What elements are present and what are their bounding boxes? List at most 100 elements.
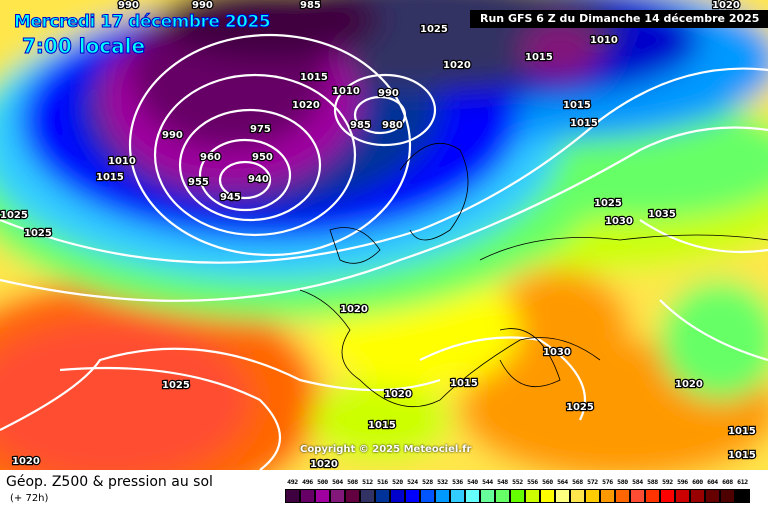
isobar-label: 1015 <box>450 378 478 389</box>
legend-swatch <box>599 489 615 503</box>
legend-item: 556 <box>524 478 540 503</box>
legend-label: 496 <box>302 478 313 486</box>
legend-swatch <box>689 489 705 503</box>
legend-label: 568 <box>572 478 583 486</box>
isobar-label: 955 <box>188 177 209 188</box>
legend-swatch <box>419 489 435 503</box>
legend-item: 560 <box>539 478 555 503</box>
copyright: Copyright © 2025 Meteociel.fr <box>300 444 472 455</box>
legend-label: 592 <box>662 478 673 486</box>
legend-swatch <box>704 489 720 503</box>
legend-item: 600 <box>689 478 705 503</box>
legend-item: 540 <box>464 478 480 503</box>
isobar-label: 1010 <box>590 35 618 46</box>
geopotential-field: 990 990 985 1025 1010 1020 1015 1015 1010 1020 990… <box>0 0 768 470</box>
legend-item: 508 <box>344 478 360 503</box>
isobar-label: 950 <box>252 152 273 163</box>
legend-label: 564 <box>557 478 568 486</box>
legend-swatch <box>464 489 480 503</box>
legend-swatch <box>509 489 525 503</box>
legend-item: 512 <box>359 478 375 503</box>
coastlines <box>299 142 768 407</box>
legend-label: 608 <box>722 478 733 486</box>
legend-item: 568 <box>569 478 585 503</box>
isobar-label: 1015 <box>525 52 553 63</box>
run-info-banner: Run GFS 6 Z du Dimanche 14 décembre 2025 <box>470 10 768 28</box>
isobar-label: 1020 <box>292 100 320 111</box>
isobar-label: 1025 <box>420 24 448 35</box>
legend-label: 536 <box>452 478 463 486</box>
isobar-label: 990 <box>192 0 213 11</box>
legend-label: 584 <box>632 478 643 486</box>
legend-item: 612 <box>734 478 750 503</box>
legend-item: 608 <box>719 478 735 503</box>
legend-swatch <box>479 489 495 503</box>
legend-swatch <box>299 489 315 503</box>
isobar-label: 980 <box>382 120 403 131</box>
legend-item: 604 <box>704 478 720 503</box>
legend-swatch <box>524 489 540 503</box>
legend-label: 560 <box>542 478 553 486</box>
legend-swatch <box>284 489 300 503</box>
isobars <box>0 33 768 470</box>
isobar-label: 1020 <box>712 0 740 11</box>
legend-item: 564 <box>554 478 570 503</box>
isobar-label: 1015 <box>728 426 756 437</box>
isobar-label: 1010 <box>332 86 360 97</box>
isobar-label: 990 <box>118 0 139 11</box>
isobar-label: 1025 <box>0 210 28 221</box>
legend-item: 536 <box>449 478 465 503</box>
isobar-label: 1015 <box>728 450 756 461</box>
legend-item: 572 <box>584 478 600 503</box>
legend-label: 540 <box>467 478 478 486</box>
isobar-label: 1015 <box>368 420 396 431</box>
legend-swatch <box>449 489 465 503</box>
legend-swatch <box>554 489 570 503</box>
legend-swatch <box>494 489 510 503</box>
legend-item: 520 <box>389 478 405 503</box>
legend-label: 520 <box>392 478 403 486</box>
isobar-label: 975 <box>250 124 271 135</box>
legend-label: 552 <box>512 478 523 486</box>
isobar-label: 985 <box>350 120 371 131</box>
isobar-label: 1025 <box>566 402 594 413</box>
legend-item: 496 <box>299 478 315 503</box>
legend-label: 596 <box>677 478 688 486</box>
legend-item: 580 <box>614 478 630 503</box>
legend-swatch <box>374 489 390 503</box>
isobar-label: 1015 <box>300 72 328 83</box>
legend-label: 612 <box>737 478 748 486</box>
legend-item: 584 <box>629 478 645 503</box>
legend-label: 580 <box>617 478 628 486</box>
legend-item: 516 <box>374 478 390 503</box>
isobar-label: 1015 <box>563 100 591 111</box>
legend-label: 588 <box>647 478 658 486</box>
isobar-label: 1020 <box>340 304 368 315</box>
legend-label: 572 <box>587 478 598 486</box>
legend-label: 604 <box>707 478 718 486</box>
weather-map: 990 990 985 1025 1010 1020 1015 1015 1010 1020 990… <box>0 0 768 470</box>
isobar-label: 1020 <box>310 459 338 470</box>
isobar-label: 1025 <box>162 380 190 391</box>
isobar-label: 1025 <box>594 198 622 209</box>
color-legend: 492 496 500 504 508 512 516 520 524 528 532 536 540 5… <box>284 478 750 503</box>
isobar-label: 1020 <box>12 456 40 467</box>
legend-item: 592 <box>659 478 675 503</box>
legend-label: 556 <box>527 478 538 486</box>
legend-swatch <box>629 489 645 503</box>
legend-swatch <box>359 489 375 503</box>
legend-label: 516 <box>377 478 388 486</box>
legend-item: 500 <box>314 478 330 503</box>
legend-label: 548 <box>497 478 508 486</box>
legend-label: 500 <box>317 478 328 486</box>
legend-label: 492 <box>287 478 298 486</box>
legend-item: 528 <box>419 478 435 503</box>
legend-swatch <box>734 489 750 503</box>
legend-swatch <box>344 489 360 503</box>
legend-label: 512 <box>362 478 373 486</box>
legend-swatch <box>584 489 600 503</box>
legend-item: 548 <box>494 478 510 503</box>
legend-swatch <box>659 489 675 503</box>
legend-swatch <box>614 489 630 503</box>
isobar-label: 1015 <box>570 118 598 129</box>
